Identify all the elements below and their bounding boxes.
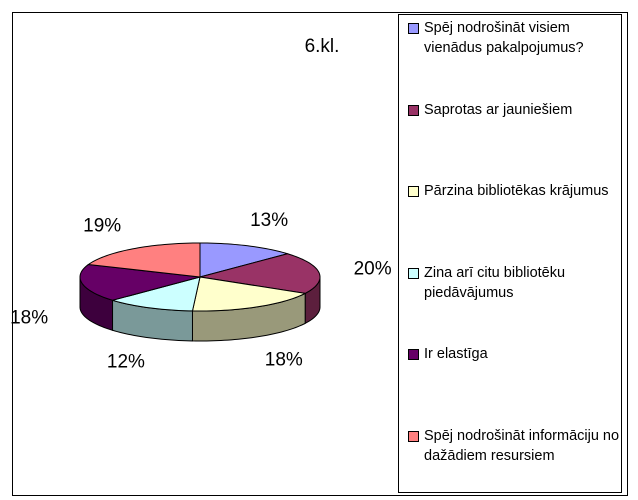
legend-entry: Zina arī citu bibliotēku piedāvājumus <box>408 263 620 303</box>
data-label: 20% <box>354 258 392 279</box>
legend-entry: Ir elastīga <box>408 344 620 364</box>
legend-box <box>398 14 622 493</box>
data-label: 12% <box>107 351 145 372</box>
legend-swatch <box>408 349 419 360</box>
chart-title: 6.kl. <box>305 36 340 57</box>
legend-swatch <box>408 23 419 34</box>
legend-swatch <box>408 104 419 116</box>
pie-slice <box>191 276 307 312</box>
legend-swatch <box>408 267 419 279</box>
pie-slice <box>87 242 201 278</box>
legend-entry: Pārzina bibliotēkas krājumus <box>408 181 620 201</box>
legend-label: Saprotas ar jauniešiem <box>424 101 573 118</box>
legend-entry: Saprotas ar jauniešiem <box>408 100 620 120</box>
legend-label: Spēj nodrošināt informāciju no dažādiem … <box>424 427 620 464</box>
legend-label: Ir elastīga <box>424 346 488 362</box>
legend-label: Pārzina bibliotēkas krājumus <box>424 183 609 199</box>
pie-slice <box>79 263 201 301</box>
legend-swatch <box>408 430 419 442</box>
data-label: 13% <box>250 210 288 231</box>
pie-slice <box>199 253 321 294</box>
pie-slice <box>110 276 201 312</box>
data-label: 18% <box>265 350 303 371</box>
legend-label: Zina arī citu bibliotēku piedāvājumus <box>424 264 566 301</box>
legend-swatch <box>408 186 419 197</box>
legend-entry: Spēj nodrošināt visiem vienādus pakalpoj… <box>408 18 620 58</box>
data-label: 18% <box>10 307 48 328</box>
data-label: 19% <box>83 215 121 236</box>
legend-label: Spēj nodrošināt visiem vienādus pakalpoj… <box>424 20 584 56</box>
legend-entry: Spēj nodrošināt informāciju no dažādiem … <box>408 426 620 466</box>
pie-slice <box>199 242 290 278</box>
